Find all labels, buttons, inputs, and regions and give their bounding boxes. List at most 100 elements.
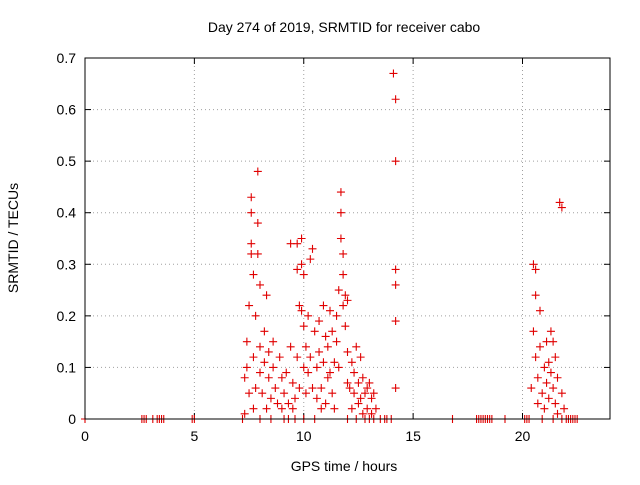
data-point <box>247 193 256 202</box>
data-point <box>343 296 352 305</box>
data-point <box>336 208 345 217</box>
data-point <box>315 347 324 356</box>
data-point <box>391 280 400 289</box>
data-point <box>245 301 254 310</box>
y-tick-label: 0.2 <box>57 308 77 324</box>
data-point <box>297 234 306 243</box>
data-point <box>264 373 273 382</box>
data-point <box>249 353 258 362</box>
data-point <box>557 389 566 398</box>
data-point <box>304 368 313 377</box>
data-point <box>273 399 282 408</box>
x-tick-label: 0 <box>81 428 89 444</box>
data-point <box>315 317 324 326</box>
data-point <box>308 384 317 393</box>
data-point <box>542 378 551 387</box>
data-point <box>288 404 297 413</box>
data-point <box>266 394 275 403</box>
data-point <box>529 260 538 269</box>
data-point <box>365 378 374 387</box>
data-point <box>291 394 299 403</box>
data-point <box>391 384 400 393</box>
data-point <box>240 373 249 382</box>
x-axis-label: GPS time / hours <box>291 458 398 474</box>
data-point <box>553 409 562 418</box>
data-point <box>293 239 302 248</box>
data-point <box>336 234 345 243</box>
plot-frame <box>84 57 611 420</box>
data-point <box>293 353 302 362</box>
x-tick-label: 20 <box>515 428 531 444</box>
data-point <box>339 301 348 310</box>
grid <box>85 58 610 419</box>
data-point <box>312 394 321 403</box>
data-point <box>339 270 348 279</box>
data-point <box>538 389 547 398</box>
data-point <box>258 389 267 398</box>
data-point <box>343 347 352 356</box>
data-point <box>247 239 256 248</box>
data-point <box>319 358 328 367</box>
data-point <box>371 404 380 413</box>
y-tick-label: 0 <box>68 411 76 427</box>
data-point <box>345 384 354 393</box>
data-point <box>323 373 332 382</box>
data-point <box>363 384 372 393</box>
data-point <box>256 280 264 289</box>
data-point <box>350 389 359 398</box>
y-tick-label: 0.5 <box>57 153 77 169</box>
data-point <box>361 389 369 398</box>
data-point <box>284 399 293 408</box>
data-point <box>551 353 560 362</box>
data-point <box>293 265 302 274</box>
data-point <box>334 363 343 372</box>
data-point <box>549 337 558 346</box>
data-point <box>240 409 249 418</box>
data-point <box>531 265 540 274</box>
data-point <box>544 358 553 367</box>
data-point <box>328 389 337 398</box>
data-point <box>323 342 332 351</box>
data-points <box>81 69 582 423</box>
data-point <box>242 363 251 372</box>
data-point <box>347 404 356 413</box>
data-point <box>540 404 549 413</box>
y-tick-label: 0.3 <box>57 256 77 272</box>
data-point <box>356 394 365 403</box>
data-point <box>549 384 558 393</box>
data-point <box>282 368 291 377</box>
data-point <box>288 378 297 387</box>
data-point <box>249 404 258 413</box>
data-point <box>317 384 326 393</box>
data-point <box>531 353 540 362</box>
data-point <box>341 291 350 300</box>
data-point <box>341 322 350 331</box>
data-point <box>358 409 367 418</box>
data-point <box>339 249 348 258</box>
chart-title: Day 274 of 2019, SRMTID for receiver cab… <box>208 19 481 35</box>
data-point <box>546 368 555 377</box>
data-point <box>391 317 400 326</box>
data-point <box>533 373 542 382</box>
data-point <box>310 327 319 336</box>
data-point <box>306 353 315 362</box>
y-tick-label: 0.1 <box>57 359 77 375</box>
y-tick-label: 0.4 <box>57 205 77 221</box>
data-point <box>308 244 317 253</box>
data-point <box>557 203 566 212</box>
data-point <box>301 389 310 398</box>
data-point <box>334 286 343 295</box>
data-point <box>391 95 400 104</box>
data-point <box>312 363 321 372</box>
data-point <box>555 198 564 207</box>
data-point <box>275 353 284 362</box>
data-point <box>262 291 271 300</box>
data-point <box>369 389 378 398</box>
data-point <box>269 363 278 372</box>
data-point <box>299 363 308 372</box>
data-point <box>560 404 569 413</box>
data-point <box>260 358 269 367</box>
data-point <box>277 373 286 382</box>
